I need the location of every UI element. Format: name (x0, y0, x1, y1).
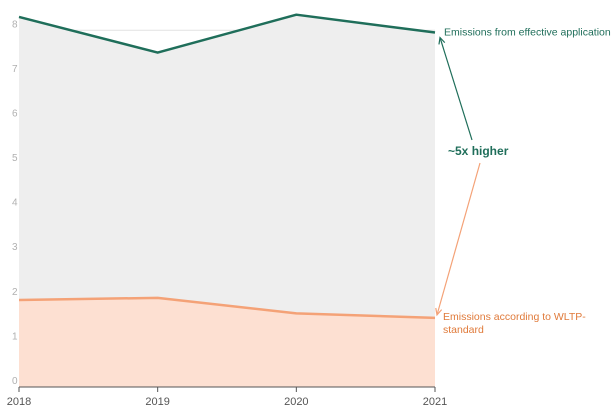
y-tick-label: 1 (12, 331, 18, 342)
x-tick-label: 2021 (423, 396, 447, 408)
orange-series-label-line1: Emissions according to WLTP- (443, 311, 586, 323)
area-fills (19, 14, 435, 387)
annotations: Emissions from effective application Emi… (435, 27, 611, 336)
y-tick-label: 7 (12, 64, 18, 75)
x-tick-label: 2020 (284, 396, 308, 408)
orange-series-label-line2: standard (443, 324, 484, 336)
y-tick-label: 5 (12, 153, 18, 164)
area-wltp-standard (19, 297, 435, 387)
area-effective-application (19, 14, 435, 318)
y-tick-label: 0 (12, 376, 18, 387)
x-axis-ticks: 2018 2019 2020 2021 (7, 386, 447, 408)
y-tick-label: 6 (12, 108, 18, 119)
arrow-to-wltp-line (435, 162, 481, 317)
y-tick-label: 2 (12, 287, 18, 298)
line-effective-application (18, 13, 436, 54)
arrow-to-effective-line (438, 36, 473, 141)
y-tick-label: 3 (12, 242, 18, 253)
ratio-annotation: ~5x higher (448, 144, 509, 158)
series-lines (18, 13, 436, 320)
x-tick-label: 2019 (145, 396, 169, 408)
y-tick-label: 4 (12, 198, 18, 209)
green-series-label: Emissions from effective application (444, 27, 611, 39)
y-tick-label: 8 (12, 19, 18, 30)
x-tick-label: 2018 (7, 396, 31, 408)
line-wltp-standard (18, 296, 436, 320)
y-axis-ticks: 0 1 2 3 4 5 6 7 8 (12, 19, 18, 387)
